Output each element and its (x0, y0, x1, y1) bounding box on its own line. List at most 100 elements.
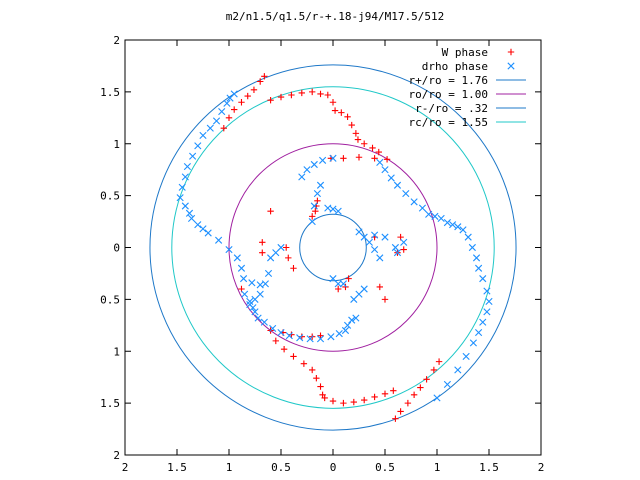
y-tick-label: 0 (113, 242, 120, 255)
data-point (335, 285, 342, 293)
data-point (340, 399, 347, 407)
data-point (317, 383, 324, 390)
data-point (316, 181, 325, 189)
x-tick-label: 1 (226, 461, 233, 474)
x-tick-label: 0.5 (271, 461, 291, 474)
data-point (352, 130, 360, 137)
data-point (338, 109, 345, 116)
data-point (206, 124, 214, 132)
data-point (433, 394, 441, 402)
data-point (459, 226, 467, 234)
data-point (387, 174, 395, 182)
data-point (342, 283, 349, 291)
data-point (479, 318, 487, 326)
data-point (185, 209, 194, 217)
legend-label: r-/ro = .32 (415, 102, 488, 115)
data-series (176, 73, 493, 422)
data-point (212, 117, 221, 125)
data-point (306, 335, 314, 343)
data-point (260, 318, 268, 326)
data-point (178, 183, 186, 191)
data-point (194, 221, 202, 229)
data-point (371, 393, 378, 401)
data-point (223, 99, 231, 107)
data-point (298, 333, 305, 340)
data-point (376, 158, 384, 167)
data-point (280, 345, 288, 353)
reference-circle (228, 143, 438, 352)
data-point (485, 297, 493, 306)
data-point (215, 236, 223, 244)
x-tick-label: 0 (330, 461, 337, 474)
data-point (218, 107, 226, 116)
data-point (313, 189, 321, 198)
data-point (285, 332, 293, 340)
legend-label: W phase (442, 46, 488, 59)
data-point (238, 99, 245, 106)
data-point (369, 144, 376, 152)
data-point (267, 207, 274, 215)
data-point (290, 353, 297, 360)
axis-ticks: 2 1.5 1 0.5 0 0.5 1 1.5 221.510.500.511.52 (100, 34, 544, 474)
data-point (261, 73, 268, 80)
data-point (298, 89, 305, 97)
data-point (443, 380, 451, 389)
data-point (329, 397, 337, 405)
data-point (381, 390, 389, 397)
data-point (194, 142, 202, 150)
data-point (283, 244, 290, 251)
data-point (226, 94, 234, 102)
data-point (435, 358, 443, 365)
data-point (483, 287, 491, 295)
data-point (239, 275, 248, 283)
y-tick-label: 2 (113, 34, 120, 47)
data-point (257, 78, 264, 85)
data-point (259, 239, 266, 246)
legend-label: drho phase (422, 60, 488, 73)
data-point (475, 328, 483, 337)
data-point (319, 156, 327, 164)
data-point (231, 106, 238, 113)
data-point (454, 223, 462, 231)
data-point (390, 387, 397, 394)
data-point (300, 360, 308, 367)
data-point (312, 207, 319, 215)
reference-circle (149, 64, 517, 431)
data-point (309, 88, 316, 96)
data-point (345, 275, 352, 282)
data-point (309, 213, 316, 220)
data-point (246, 297, 254, 306)
y-tick-label: 0.5 (100, 190, 120, 203)
data-point (334, 280, 342, 288)
legend-marker (507, 48, 515, 56)
data-point (462, 352, 470, 361)
data-point (468, 243, 476, 252)
data-point (371, 231, 379, 239)
data-point (375, 148, 382, 156)
data-point (256, 290, 264, 298)
data-point (381, 233, 389, 241)
x-tick-label: 1.5 (479, 461, 499, 474)
data-point (334, 207, 342, 215)
data-point (361, 396, 368, 404)
data-point (250, 86, 258, 93)
legend-label: r+/ro = 1.76 (409, 74, 488, 87)
data-point (327, 333, 335, 341)
data-point (469, 339, 477, 347)
x-tick-label: 2 (538, 461, 545, 474)
y-tick-label: 1.5 (100, 397, 120, 410)
data-point (376, 283, 383, 291)
data-point (303, 166, 311, 174)
data-point (410, 198, 418, 206)
data-point (417, 384, 424, 391)
data-point (400, 246, 407, 253)
data-point (272, 337, 279, 345)
data-point (288, 331, 295, 338)
data-point (400, 238, 408, 246)
data-point (371, 245, 379, 254)
x-tick-label: 2 (122, 461, 129, 474)
data-point (449, 221, 457, 229)
data-point (343, 321, 352, 329)
